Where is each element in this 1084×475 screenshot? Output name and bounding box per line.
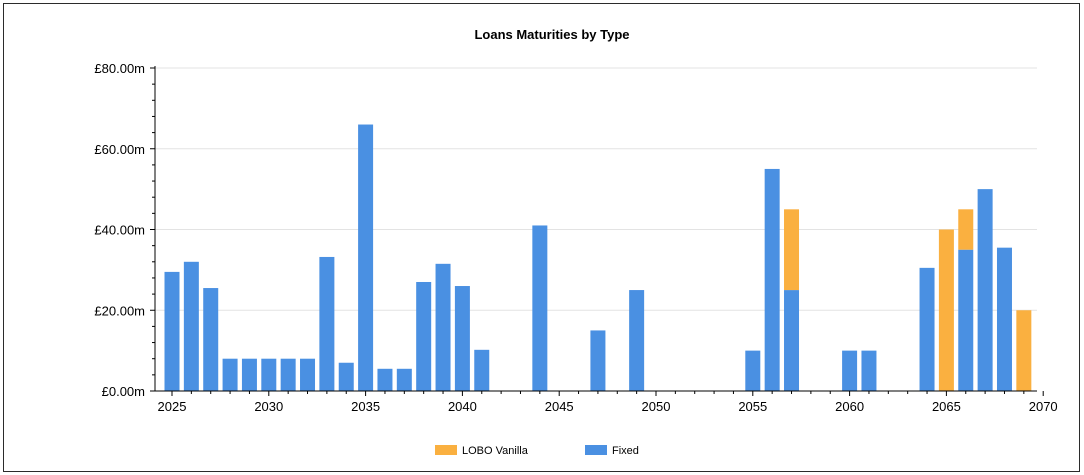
bar-fixed-2041 bbox=[474, 349, 490, 391]
bar-lobo-vanilla-2057 bbox=[784, 209, 800, 291]
bar-fixed-2039 bbox=[435, 263, 451, 391]
y-tick-label: £80.00m bbox=[94, 61, 145, 76]
bar-fixed-2032 bbox=[300, 358, 316, 391]
bar-fixed-2035 bbox=[358, 124, 374, 392]
bar-fixed-2036 bbox=[377, 368, 393, 391]
bar-fixed-2044 bbox=[532, 225, 548, 391]
x-tick-label: 2060 bbox=[835, 399, 864, 414]
grid-lines bbox=[155, 67, 1037, 311]
bars bbox=[164, 124, 1032, 392]
bar-fixed-2031 bbox=[280, 358, 296, 391]
bar-fixed-2047 bbox=[590, 330, 606, 391]
bar-fixed-2028 bbox=[222, 358, 238, 391]
bar-fixed-2037 bbox=[396, 368, 412, 391]
bar-fixed-2027 bbox=[203, 288, 219, 391]
legend-swatch-lobo-vanilla bbox=[435, 445, 457, 455]
x-tick-label: 2040 bbox=[448, 399, 477, 414]
bar-fixed-2038 bbox=[416, 281, 432, 391]
bar-fixed-2049 bbox=[629, 290, 645, 391]
x-tick-label: 2050 bbox=[642, 399, 671, 414]
bar-fixed-2068 bbox=[996, 247, 1012, 391]
axes: £0.00m £20.00m £40.00m £60.00m £80.00m 2025 20… bbox=[94, 61, 1057, 414]
bar-fixed-2033 bbox=[319, 256, 335, 391]
y-tick-label: £40.00m bbox=[94, 223, 145, 238]
bar-lobo-vanilla-2066 bbox=[958, 209, 974, 250]
bar-fixed-2066 bbox=[958, 249, 974, 391]
bar-fixed-2064 bbox=[919, 267, 935, 391]
bar-fixed-2061 bbox=[861, 350, 877, 391]
bar-fixed-2040 bbox=[454, 286, 470, 391]
bar-lobo-vanilla-2065 bbox=[938, 229, 954, 391]
x-tick-label: 2065 bbox=[932, 399, 961, 414]
bar-fixed-2067 bbox=[977, 189, 993, 391]
x-tick-label: 2025 bbox=[158, 399, 187, 414]
legend: LOBO Vanilla Fixed bbox=[435, 445, 639, 457]
y-tick-label: £60.00m bbox=[94, 142, 145, 157]
bar-fixed-2034 bbox=[338, 362, 354, 391]
x-tick-label: 2030 bbox=[254, 399, 283, 414]
x-tick-label: 2045 bbox=[545, 399, 574, 414]
bar-fixed-2025 bbox=[164, 271, 180, 391]
chart-title: Loans Maturities by Type bbox=[474, 27, 629, 42]
legend-label-lobo-vanilla: LOBO Vanilla bbox=[462, 445, 529, 457]
bar-fixed-2029 bbox=[241, 358, 257, 391]
bar-fixed-2060 bbox=[842, 350, 858, 391]
bar-fixed-2055 bbox=[745, 350, 761, 391]
x-tick-label: 2070 bbox=[1029, 399, 1058, 414]
legend-swatch-fixed bbox=[585, 445, 607, 455]
y-tick-label: £20.00m bbox=[94, 303, 145, 318]
bar-fixed-2026 bbox=[183, 261, 199, 391]
bar-fixed-2056 bbox=[764, 168, 780, 391]
x-tick-label: 2055 bbox=[738, 399, 767, 414]
bar-fixed-2057 bbox=[784, 290, 800, 391]
bar-lobo-vanilla-2069 bbox=[1016, 310, 1032, 391]
y-tick-label: £0.00m bbox=[102, 384, 145, 399]
bar-fixed-2030 bbox=[261, 358, 277, 391]
x-tick-label: 2035 bbox=[351, 399, 380, 414]
legend-label-fixed: Fixed bbox=[612, 445, 639, 457]
